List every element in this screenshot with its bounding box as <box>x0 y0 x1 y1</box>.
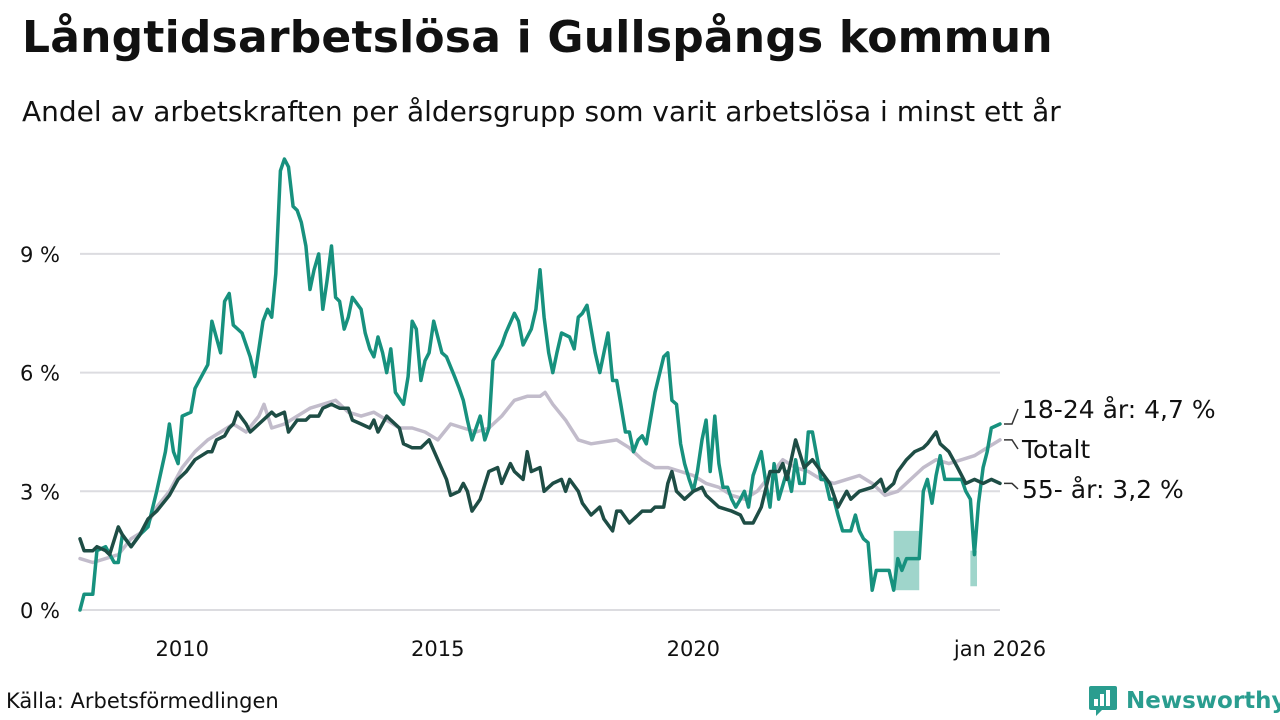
end-label-18-24-r: 18-24 år: 4,7 % <box>1022 395 1216 424</box>
x-tick-label: jan 2026 <box>953 637 1046 661</box>
x-tick-label: 2010 <box>155 637 208 661</box>
y-tick-label: 9 % <box>20 243 60 267</box>
end-label-55-r: 55- år: 3,2 % <box>1022 475 1184 504</box>
end-label-leader <box>1004 439 1019 450</box>
series-line-totalt <box>78 390 1002 565</box>
end-label-leader <box>1004 482 1019 490</box>
y-tick-label: 6 % <box>20 362 60 386</box>
end-label-totalt: Totalt <box>1021 435 1090 464</box>
uncertainty-band <box>970 550 977 587</box>
end-label-leader <box>1004 408 1019 425</box>
brand-name: Newsworthy <box>1126 688 1280 714</box>
x-tick-label: 2015 <box>411 637 464 661</box>
series-layer <box>78 157 1002 612</box>
brand-logo[interactable]: Newsworthy <box>1088 684 1280 718</box>
series-line-18-24-r <box>78 157 1002 612</box>
chart-subtitle: Andel av arbetskraften per åldersgrupp s… <box>22 95 1061 128</box>
chart-title: Långtidsarbetslösa i Gullspångs kommun <box>22 12 1053 63</box>
bar-chart-logo-icon <box>1089 686 1117 716</box>
y-tick-label: 3 % <box>20 480 60 504</box>
x-tick-label: 2020 <box>667 637 720 661</box>
source-note: Källa: Arbetsförmedlingen <box>6 689 279 713</box>
series-line-55-r <box>78 402 1002 557</box>
label-layer: 0 % 3 % 6 % 9 % 2010 2015 2020 jan 2026 18-24 år… <box>20 243 1216 661</box>
y-tick-label: 0 % <box>20 599 60 623</box>
